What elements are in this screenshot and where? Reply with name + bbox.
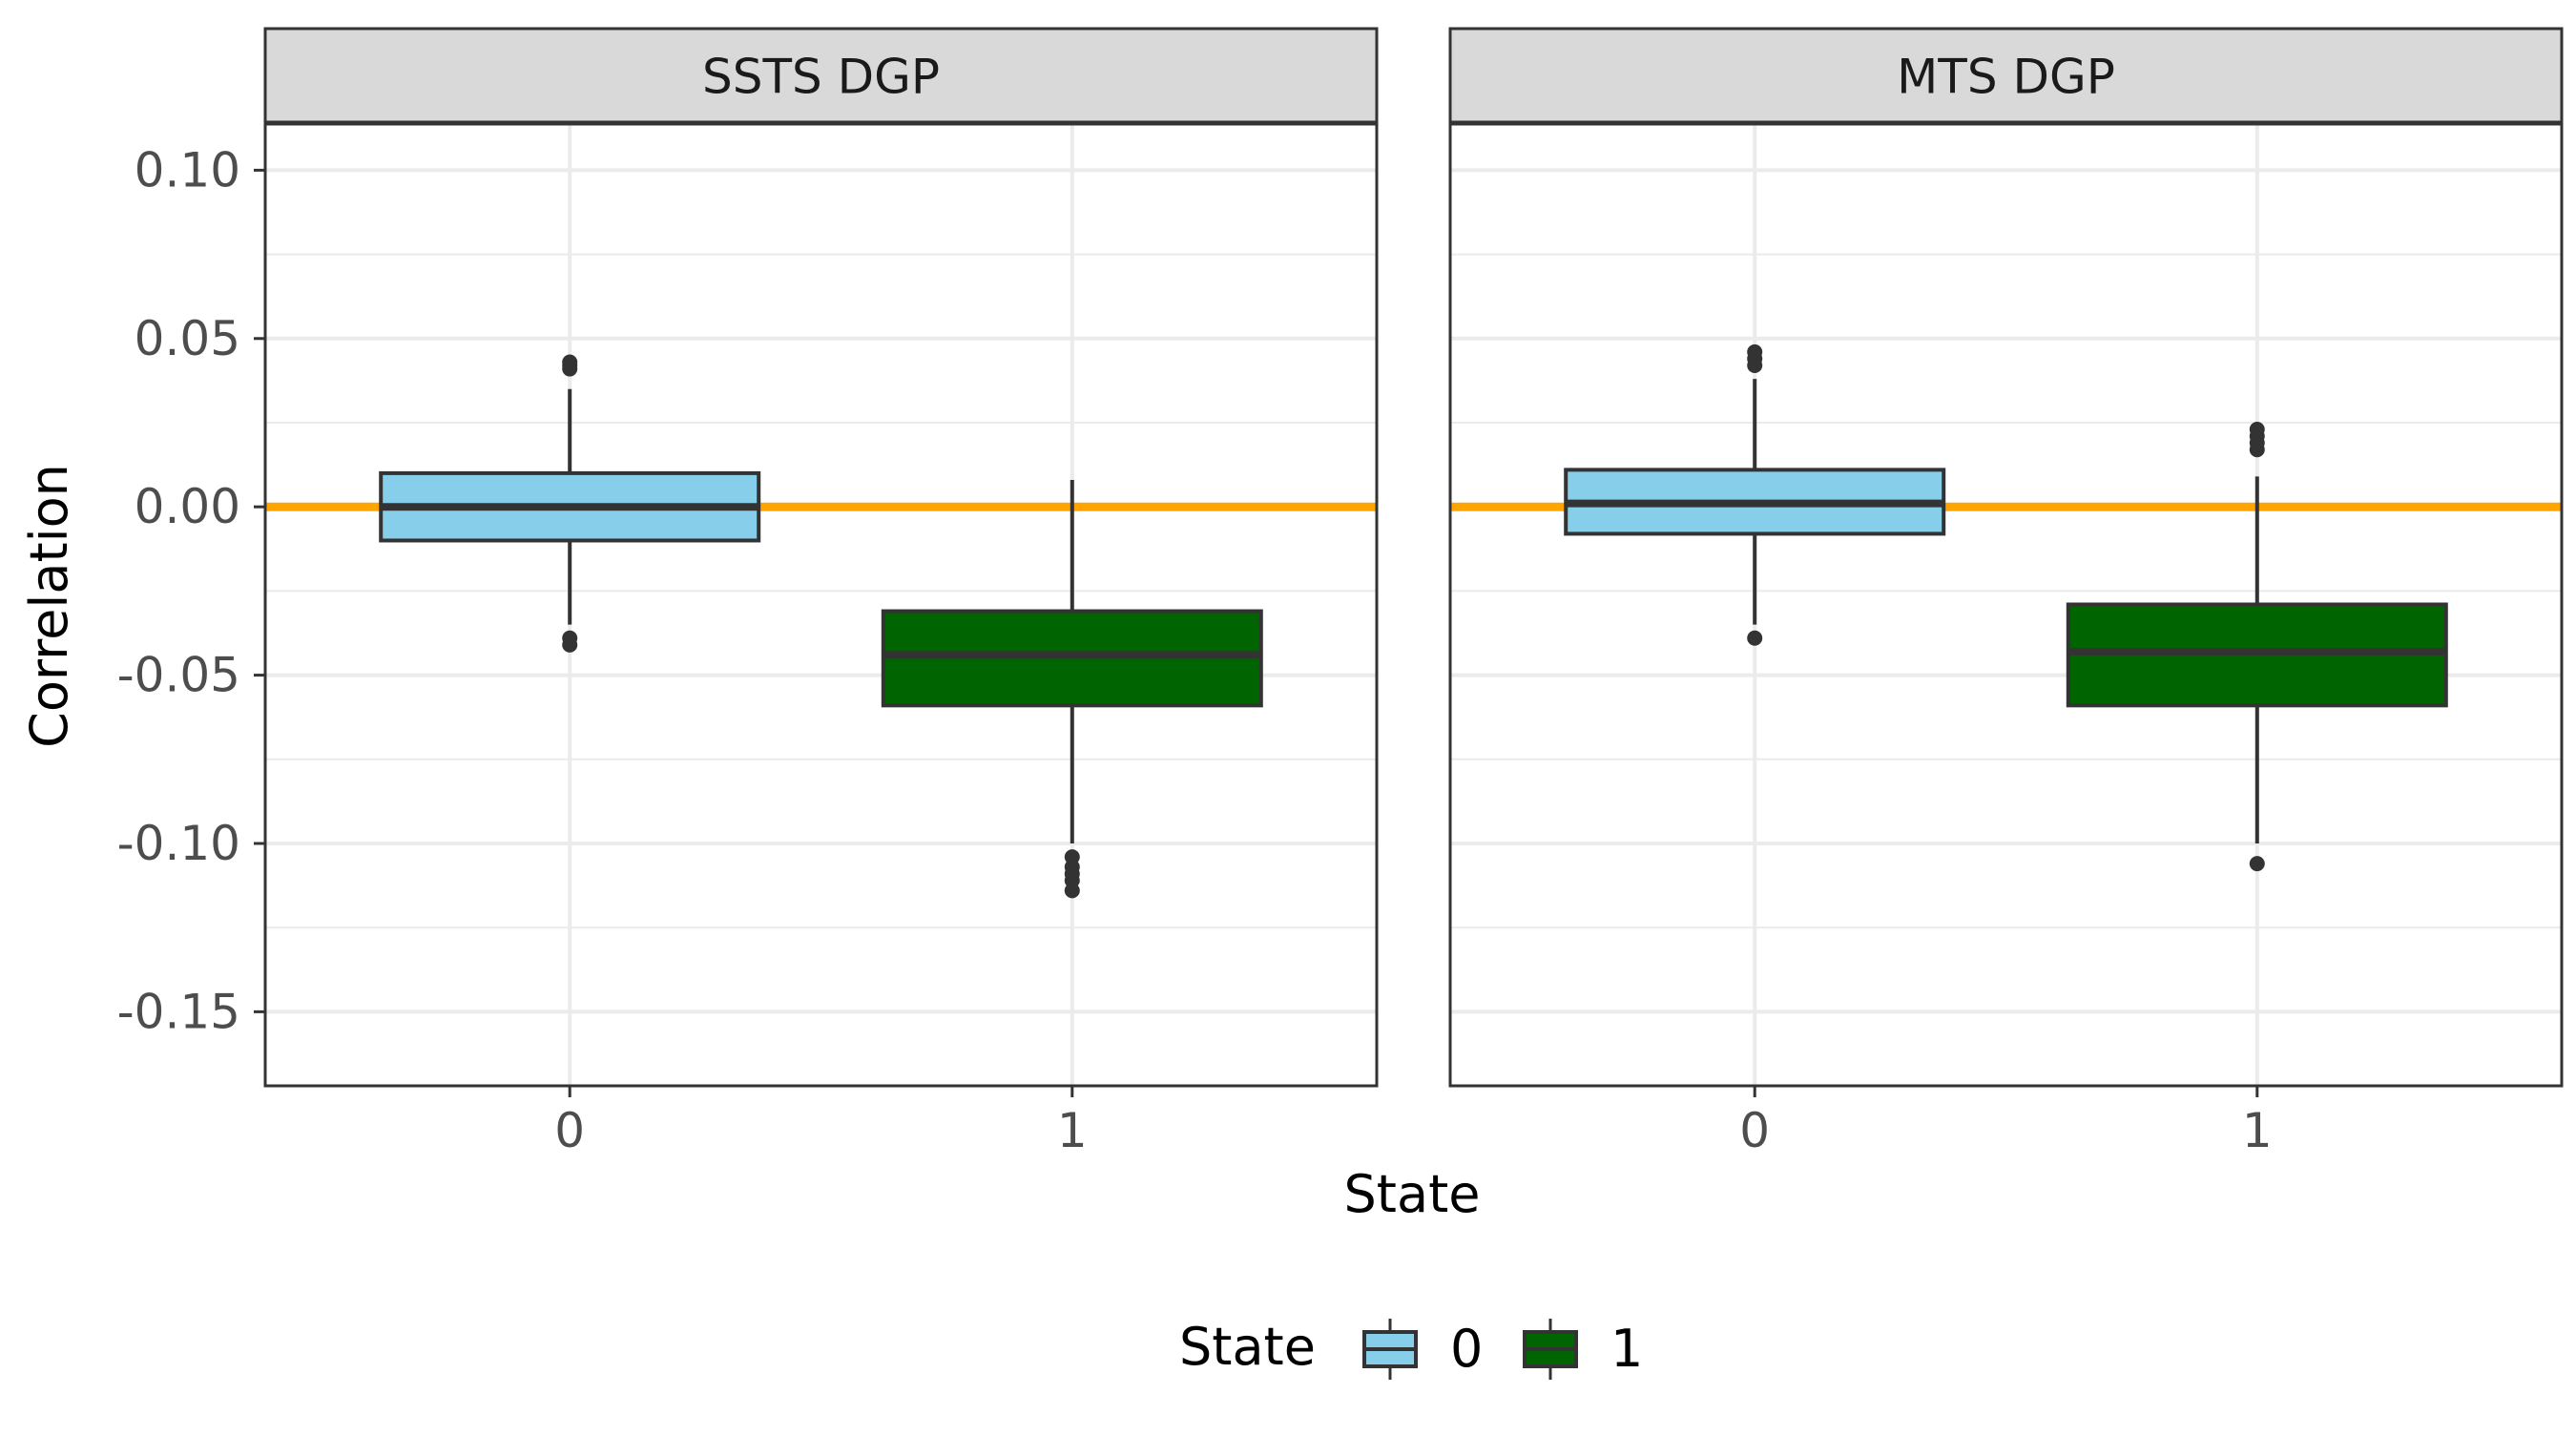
outlier-point	[562, 636, 578, 653]
x-tick-label: 1	[2242, 1103, 2273, 1158]
facet-panel: MTS DGP	[1448, 27, 2564, 1088]
box-1	[881, 479, 1263, 899]
outlier-point	[2249, 422, 2265, 438]
y-tick-label: 0.10	[135, 142, 240, 198]
legend-title: State	[1179, 1317, 1316, 1377]
x-tick-label: 0	[1739, 1103, 1770, 1158]
y-axis-title: Correlation	[19, 464, 79, 748]
y-tick-label: 0.05	[135, 311, 240, 366]
facet-strip	[263, 27, 1379, 125]
y-axis: 0.10 0.05 0.00 -0.05 -0.10 -0.15	[117, 142, 265, 1039]
outlier-point	[2249, 856, 2265, 872]
legend-label: 1	[1610, 1319, 1643, 1379]
y-tick-label: -0.15	[117, 984, 240, 1039]
x-tick-label: 1	[1057, 1103, 1088, 1158]
outlier-point	[1064, 883, 1080, 899]
x-tick-label: 0	[554, 1103, 585, 1158]
facet-title: MTS DGP	[1897, 50, 2115, 105]
box-0	[1564, 343, 1946, 646]
legend: State 0 1	[1179, 1317, 1643, 1380]
y-tick-label: -0.10	[117, 816, 240, 871]
facet-title: SSTS DGP	[702, 50, 940, 105]
outlier-point	[562, 354, 578, 370]
y-tick-label: 0.00	[135, 479, 240, 534]
box-1	[2066, 422, 2448, 872]
facet-strip	[1448, 27, 2564, 125]
y-tick-label: -0.05	[117, 648, 240, 703]
panel-background	[265, 123, 1377, 1086]
facet-panel: SSTS DGP	[263, 27, 1379, 1088]
outlier-point	[1747, 343, 1763, 360]
x-axis-title: State	[1344, 1164, 1481, 1224]
facets-layer: SSTS DGP MTS DGP	[263, 27, 2564, 1088]
x-axis: 0 1 0 1	[554, 1086, 2273, 1158]
outlier-point	[1747, 630, 1763, 646]
legend-key-0	[1362, 1319, 1418, 1380]
box-0	[379, 354, 761, 653]
legend-label: 0	[1450, 1319, 1483, 1379]
legend-key-1	[1523, 1319, 1578, 1380]
